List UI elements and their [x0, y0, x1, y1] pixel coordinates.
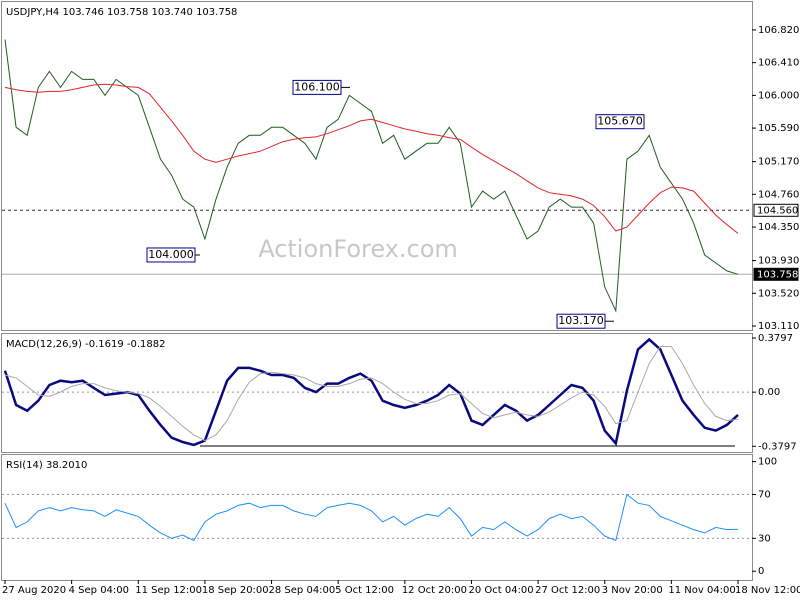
x-tick-label: 4 Sep 04:00 [69, 585, 129, 596]
x-tick-label: 27 Oct 12:00 [535, 585, 600, 596]
y-tick-label: 0 [758, 566, 764, 577]
y-tick-label: 100 [758, 457, 777, 468]
y-tick-label: -0.3797 [758, 441, 797, 452]
panel-title: MACD(12,26,9) -0.1619 -0.1882 [6, 339, 166, 350]
x-tick-label: 12 Oct 20:00 [402, 585, 467, 596]
annotation-box [292, 79, 342, 95]
annotation-label: 105.670 [597, 115, 643, 128]
y-tick-label: 104.350 [758, 222, 799, 233]
annotation-label: 106.100 [294, 80, 340, 93]
price-panel [1, 1, 753, 331]
y-tick-label: 30 [758, 533, 771, 544]
y-tick-label: 105.170 [758, 157, 799, 168]
level-label: 104.560 [757, 205, 798, 216]
y-tick-label: 106.820 [758, 25, 799, 36]
x-tick-label: 18 Nov 12:00 [735, 585, 800, 596]
annotation-label: 103.170 [558, 314, 604, 327]
y-tick-label: 103.930 [758, 256, 799, 267]
y-tick-label: 106.000 [758, 90, 799, 101]
series-line [4, 83, 739, 234]
panel-title: USDJPY,H4 103.746 103.758 103.740 103.75… [6, 7, 237, 18]
x-tick-label: 27 Aug 2020 [2, 585, 66, 596]
x-tick-label: 20 Oct 04:00 [468, 585, 533, 596]
level-box [753, 203, 799, 217]
series-line [4, 346, 739, 442]
y-tick-label: 0.3797 [758, 333, 793, 344]
y-tick-label: 104.760 [758, 189, 799, 200]
rsi-panel [1, 454, 753, 581]
y-tick-label: 103.110 [758, 321, 799, 332]
watermark: ActionForex.com [258, 235, 458, 263]
annotation-box [595, 114, 645, 130]
panel-title: RSI(14) 38.2010 [6, 460, 87, 471]
x-tick-label: 28 Sep 04:00 [269, 585, 336, 596]
level-label: 103.758 [757, 269, 798, 280]
x-tick-label: 3 Nov 20:00 [602, 585, 663, 596]
series-line [4, 493, 739, 542]
annotation-box [146, 247, 196, 263]
annotation-label: 104.000 [148, 248, 194, 261]
y-tick-label: 105.590 [758, 123, 799, 134]
y-tick-label: 0.00 [758, 387, 780, 398]
macd-panel [1, 333, 753, 453]
x-tick-label: 11 Sep 12:00 [135, 585, 202, 596]
level-box [753, 267, 799, 281]
x-tick-label: 5 Oct 12:00 [335, 585, 394, 596]
y-tick-label: 70 [758, 489, 771, 500]
annotation-box [556, 313, 606, 329]
y-tick-label: 103.520 [758, 288, 799, 299]
x-tick-label: 18 Sep 20:00 [202, 585, 269, 596]
x-tick-label: 11 Nov 04:00 [668, 585, 735, 596]
series-line [4, 39, 739, 313]
y-tick-label: 106.410 [758, 58, 799, 69]
